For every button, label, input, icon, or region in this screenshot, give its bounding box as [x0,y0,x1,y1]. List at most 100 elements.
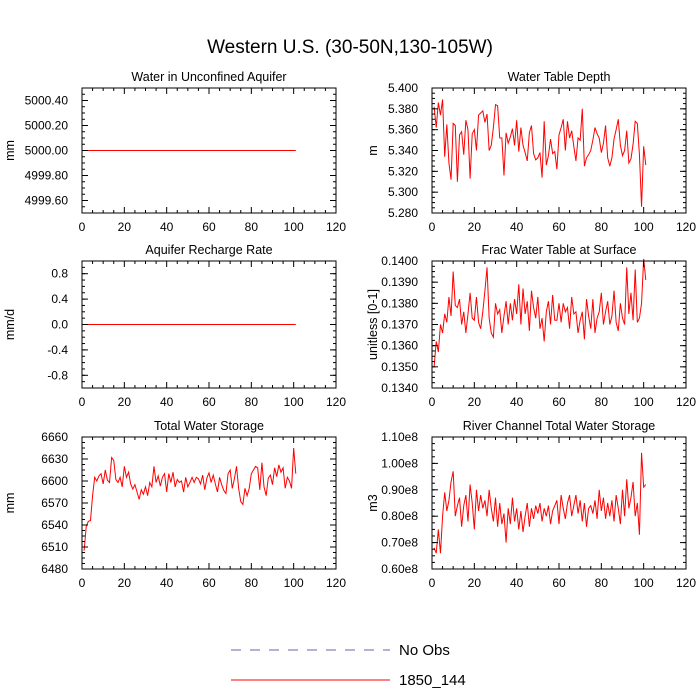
x-tick-label: 100 [634,576,654,590]
x-tick-label: 80 [245,395,259,409]
panel-title: Total Water Storage [154,419,264,433]
panel-title: River Channel Total Water Storage [463,419,656,433]
y-tick-label: 5.400 [388,81,418,95]
series-line-1 [433,452,647,554]
y-tick-label: -0.4 [47,343,68,357]
x-tick-label: 60 [202,220,216,234]
x-tick-label: 120 [326,395,346,409]
y-tick-label: 5000.00 [25,144,69,158]
y-tick-label: 0.1370 [381,318,418,332]
y-tick-label: 5.280 [388,206,418,220]
chart-panel-5: 0 20 40 60 80 100 120 6480 6510 6540 6570 6600 6630 6… [3,419,346,590]
legend-1850-label: 1850_144 [399,672,466,689]
x-tick-label: 0 [79,395,86,409]
y-tick-label: -0.8 [47,368,68,382]
x-tick-label: 0 [429,576,436,590]
y-tick-label: 5.340 [388,144,418,158]
x-tick-label: 80 [595,395,609,409]
x-tick-label: 20 [118,395,132,409]
x-tick-label: 60 [552,395,566,409]
y-axis-label: mm/d [3,309,17,340]
chart-panel-1: 0 20 40 60 80 100 120 4999.60 4999.80 5000.00 5000… [3,70,346,234]
y-tick-label: 4999.80 [25,169,69,183]
x-tick-label: 20 [468,576,482,590]
y-tick-label: 0.80e8 [381,509,418,523]
x-tick-label: 40 [510,576,524,590]
y-tick-label: 0.1340 [381,381,418,395]
panel-title: Water in Unconfined Aquifer [131,70,286,84]
x-tick-label: 40 [510,395,524,409]
x-tick-label: 0 [79,220,86,234]
chart-panel-4: 0 20 40 60 80 100 120 0.1340 0.1350 0.1360 0.1370 0… [366,243,696,409]
y-tick-label: 0.60e8 [381,562,418,576]
x-tick-label: 40 [160,220,174,234]
x-tick-label: 20 [468,395,482,409]
x-tick-label: 0 [79,576,86,590]
legend: No Obs 1850_144 [231,642,466,689]
y-tick-label: 6510 [41,540,68,554]
y-tick-label: 4999.60 [25,194,69,208]
x-tick-label: 100 [634,220,654,234]
panel-title: Aquifer Recharge Rate [145,243,272,257]
y-tick-label: 5000.40 [25,94,69,108]
x-tick-label: 40 [510,220,524,234]
y-tick-label: 1.00e8 [381,456,418,470]
y-axis-label: mm [3,493,17,514]
x-tick-label: 120 [676,395,696,409]
y-tick-label: 5.320 [388,164,418,178]
x-tick-label: 120 [326,220,346,234]
y-tick-label: 5.300 [388,185,418,199]
panel-title: Frac Water Table at Surface [482,243,637,257]
y-tick-label: 5000.20 [25,119,69,133]
y-tick-label: 6630 [41,452,68,466]
y-tick-label: 0.70e8 [381,536,418,550]
y-axis-label: m3 [366,494,380,511]
y-tick-label: 0.1360 [381,339,418,353]
x-tick-label: 20 [468,220,482,234]
x-tick-label: 120 [676,576,696,590]
y-tick-label: 5.360 [388,123,418,137]
x-tick-label: 100 [284,576,304,590]
y-axis-label: mm [3,140,17,161]
y-tick-label: 0.1380 [381,296,418,310]
y-tick-label: 0.8 [51,267,68,281]
y-tick-label: 0.90e8 [381,483,418,497]
x-tick-label: 120 [676,220,696,234]
series-line-1 [433,258,647,367]
x-tick-label: 60 [552,576,566,590]
legend-no-obs-label: No Obs [399,642,450,659]
y-tick-label: 6480 [41,562,68,576]
x-tick-label: 120 [326,576,346,590]
x-tick-label: 100 [284,220,304,234]
chart-panels: 0 20 40 60 80 100 120 4999.60 4999.80 5000.00 5000… [3,70,696,590]
plot-frame [81,436,337,570]
plot-frame [431,87,687,214]
y-tick-label: 0.4 [51,292,68,306]
x-tick-label: 40 [160,395,174,409]
x-tick-label: 60 [202,576,216,590]
x-tick-label: 0 [429,220,436,234]
x-tick-label: 100 [634,395,654,409]
y-tick-label: 6570 [41,496,68,510]
y-tick-label: 1.10e8 [381,430,418,444]
plot-frame [431,260,687,389]
x-tick-label: 40 [160,576,174,590]
x-tick-label: 80 [595,576,609,590]
x-tick-label: 100 [284,395,304,409]
y-tick-label: 6600 [41,474,68,488]
x-tick-label: 80 [245,576,259,590]
y-tick-label: 6540 [41,518,68,532]
y-tick-label: 0.1400 [381,254,418,268]
figure-title: Western U.S. (30-50N,130-105W) [207,37,493,58]
x-tick-label: 80 [595,220,609,234]
chart-panel-6: 0 20 40 60 80 100 120 0.60e8 0.70e8 0.80e8 0.90e8 1… [366,419,696,590]
chart-panel-3: 0 20 40 60 80 100 120 -0.8 -0.4 0.0 0.4 0.8 Aquifer … [3,243,346,409]
y-tick-label: 6660 [41,430,68,444]
y-axis-label: m [366,145,380,155]
y-tick-label: 0.0 [51,318,68,332]
y-axis-label: unitless [0-1] [366,289,380,360]
y-tick-label: 5.380 [388,102,418,116]
x-tick-label: 60 [202,395,216,409]
x-tick-label: 20 [118,576,132,590]
